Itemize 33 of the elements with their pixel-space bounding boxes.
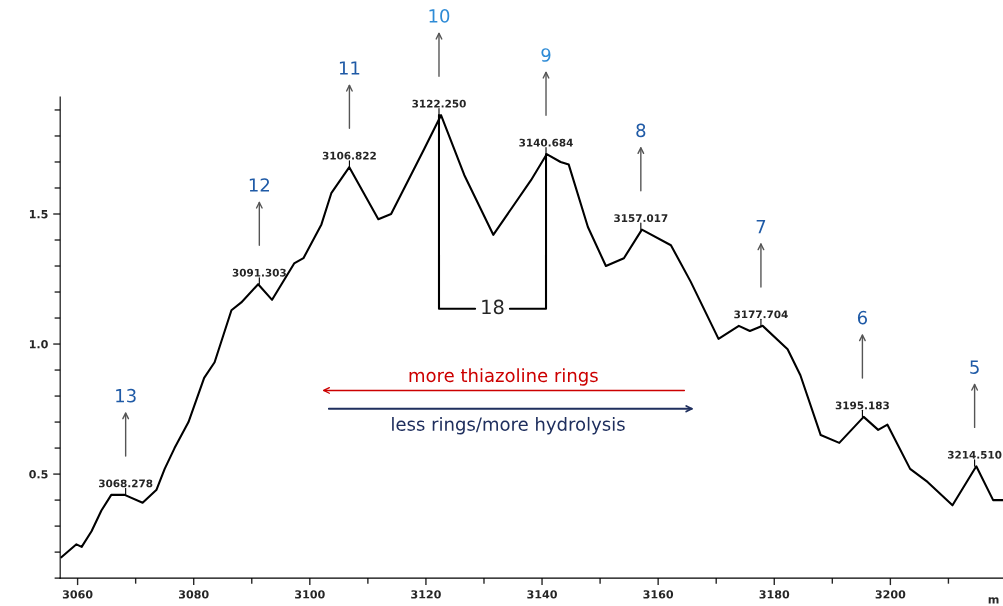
x-axis-title: m: [988, 597, 999, 604]
annotation: 3122.250: [412, 99, 466, 108]
annotation: 12: [249, 178, 270, 192]
x-tick-label: 3060: [62, 590, 93, 599]
x-tick-label: 3200: [875, 590, 906, 599]
text: 11: [339, 61, 360, 75]
x-tick-label: 3180: [759, 590, 790, 599]
x-tick-label: 3140: [527, 590, 557, 599]
text: 9: [541, 48, 551, 62]
annotation: 3177.704: [734, 310, 788, 319]
annotation: 3068.278: [99, 479, 153, 488]
annotation: 3140.684: [519, 138, 573, 147]
annotation: 8: [636, 123, 646, 138]
annotation: more thiazoline rings: [409, 368, 598, 386]
annotation: 7: [756, 220, 766, 234]
y-tick-label: 1.5: [29, 210, 48, 219]
x-tick-label: 3080: [178, 590, 209, 599]
annotation: 13: [116, 388, 136, 403]
x-tick-label: 3100: [295, 590, 325, 599]
text: 10: [429, 9, 450, 23]
y-tick-label: 1.0: [29, 340, 48, 349]
y-tick-label: 0.5: [29, 470, 48, 479]
annotation: 3106.822: [322, 151, 376, 160]
annotation: 3091.303: [232, 268, 286, 277]
annotation: 3157.017: [614, 214, 668, 223]
annotation: 5: [970, 360, 979, 374]
annotation: 6: [857, 310, 868, 325]
annotation: less rings/more hydrolysis: [392, 416, 625, 435]
annotation: 3195.183: [835, 401, 889, 410]
annotation: 18: [482, 299, 504, 315]
annotation: 3214.510: [947, 450, 1002, 459]
x-tick-label: 3120: [411, 590, 441, 599]
x-tick-label: 3160: [643, 590, 674, 599]
